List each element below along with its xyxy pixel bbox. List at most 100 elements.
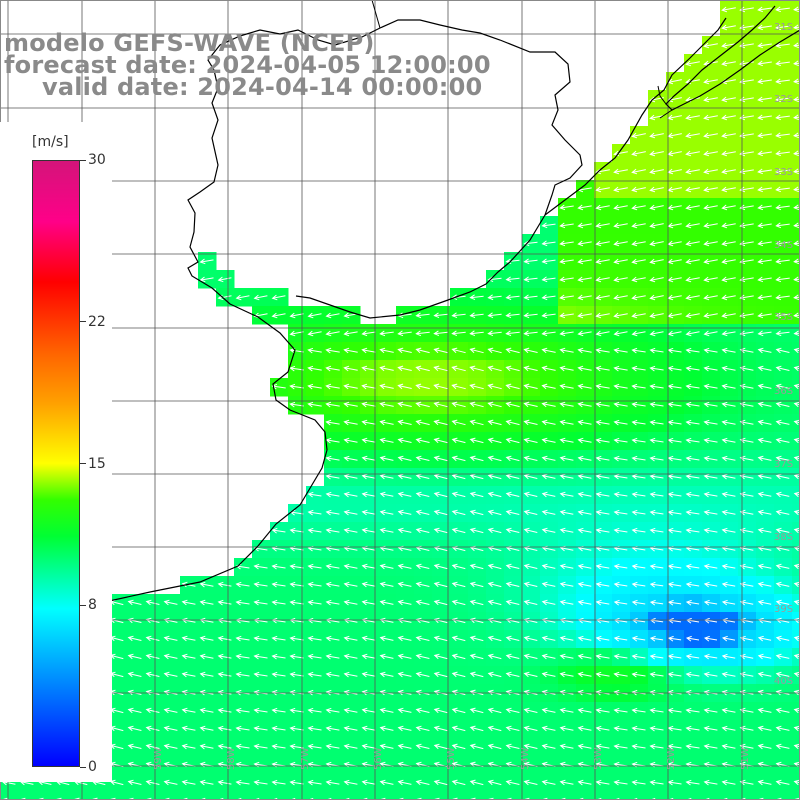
wind-arrow [199, 725, 214, 732]
wind-arrow [577, 725, 592, 732]
wind-arrow [577, 330, 592, 337]
wind-arrow [775, 365, 790, 372]
wind-arrow [559, 473, 574, 480]
wind-arrow [487, 294, 502, 301]
wind-arrow [145, 725, 160, 732]
wind-arrow [613, 168, 628, 175]
wind-arrow [667, 635, 682, 642]
wind-arrow [325, 509, 340, 516]
wind-arrow [451, 473, 466, 480]
wind-arrow [181, 707, 196, 714]
wind-arrow [793, 258, 800, 265]
wind-arrow [775, 150, 790, 157]
wind-arrow [613, 743, 628, 750]
wind-arrow [487, 779, 502, 786]
wind-arrow [433, 599, 448, 606]
wind-arrow [703, 653, 718, 660]
wind-arrow [739, 743, 754, 750]
wind-arrow [721, 437, 736, 444]
wind-arrow [415, 779, 430, 786]
wind-arrow [361, 383, 376, 390]
wind-arrow [343, 491, 358, 498]
wind-arrow [577, 473, 592, 480]
wind-arrow [613, 707, 628, 714]
wind-arrow [505, 599, 520, 606]
wind-arrow [343, 312, 358, 319]
wind-arrow [721, 383, 736, 390]
wind-arrow [649, 599, 664, 606]
wind-arrow [757, 419, 772, 426]
wind-arrow [703, 581, 718, 588]
wind-arrow [757, 365, 772, 372]
wind-arrow [613, 509, 628, 516]
colorbar-tick-label: 15 [88, 455, 106, 472]
wind-arrow [325, 401, 340, 408]
wind-arrow [217, 743, 232, 750]
wind-arrow [577, 707, 592, 714]
colorbar-units: [m/s] [32, 134, 69, 150]
wind-arrow [757, 222, 772, 229]
wind-arrow [649, 635, 664, 642]
wind-arrow [793, 635, 800, 642]
wind-arrow [775, 455, 790, 462]
wind-arrow [721, 491, 736, 498]
wind-arrow [613, 599, 628, 606]
wind-arrow [613, 383, 628, 390]
wind-arrow [307, 491, 322, 498]
wind-arrow [397, 437, 412, 444]
wind-arrow [325, 437, 340, 444]
wind-speed-cell [72, 792, 91, 800]
wind-arrow [577, 312, 592, 319]
wind-arrow [343, 330, 358, 337]
wind-arrow [613, 401, 628, 408]
wind-arrow [469, 527, 484, 534]
wind-arrow [703, 401, 718, 408]
wind-arrow [757, 563, 772, 570]
wind-arrow [469, 779, 484, 786]
wind-arrow [145, 635, 160, 642]
wind-arrow [685, 150, 700, 157]
coastline [0, 19, 583, 616]
wind-arrow [397, 527, 412, 534]
wind-arrow [757, 42, 772, 49]
wind-arrow [415, 365, 430, 372]
wind-arrow [523, 347, 538, 354]
wind-arrow [613, 581, 628, 588]
wind-arrow [739, 276, 754, 283]
wind-arrow [145, 743, 160, 750]
wind-arrow [559, 581, 574, 588]
wind-arrow [271, 797, 278, 800]
wind-arrow [307, 312, 322, 319]
wind-arrow [433, 707, 448, 714]
wind-arrow [433, 725, 448, 732]
wind-arrow [361, 330, 376, 337]
wind-arrow [775, 60, 790, 67]
wind-arrow [631, 437, 646, 444]
wind-arrow [757, 168, 772, 175]
wind-arrow [505, 581, 520, 588]
wind-arrow [631, 491, 646, 498]
wind-arrow [613, 527, 628, 534]
wind-arrow [577, 294, 592, 301]
wind-arrow [739, 6, 754, 13]
wind-speed-cell [90, 792, 109, 800]
wind-arrow [721, 365, 736, 372]
wind-arrow [793, 725, 800, 732]
wind-arrow [631, 186, 646, 193]
wind-arrow [523, 707, 538, 714]
wind-arrow [541, 222, 556, 229]
wind-arrow [325, 635, 340, 642]
wind-arrow [721, 563, 736, 570]
wind-arrow [307, 797, 314, 800]
wind-arrow [577, 383, 592, 390]
wind-arrow [145, 671, 160, 678]
wind-arrow [685, 707, 700, 714]
wind-arrow [595, 330, 610, 337]
wind-speed-cell [432, 792, 451, 800]
wind-arrow [145, 707, 160, 714]
wind-arrow [541, 743, 556, 750]
wind-arrow [361, 635, 376, 642]
wind-arrow [721, 653, 736, 660]
wind-arrow [649, 779, 664, 786]
wind-arrow [739, 707, 754, 714]
